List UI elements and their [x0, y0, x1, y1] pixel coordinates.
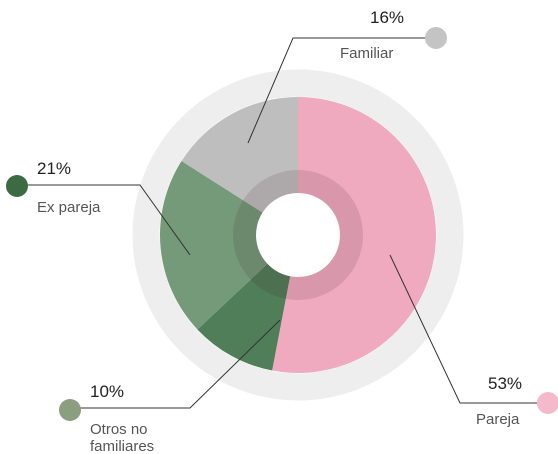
leader-line: [247, 37, 430, 144]
leader-line: [389, 254, 545, 404]
leader-line: [80, 319, 281, 409]
slice: [197, 263, 291, 371]
inner-ring: [233, 170, 363, 300]
slice: [181, 97, 298, 213]
outer-ring: [132, 69, 464, 401]
category-label: Pareja: [476, 411, 520, 428]
slice: [272, 97, 436, 373]
legend-dot: [537, 392, 558, 414]
value-label: 10%: [90, 382, 125, 401]
value-label: 21%: [37, 159, 72, 178]
slice: [159, 161, 268, 330]
legend-dot: [425, 27, 447, 49]
value-label: 16%: [370, 8, 405, 27]
category-label: Ex pareja: [37, 199, 101, 216]
legend-dot: [6, 175, 28, 197]
legend-dot: [59, 399, 81, 421]
leader-line: [28, 184, 191, 256]
category-label: Familiar: [340, 45, 394, 62]
value-label: 53%: [488, 374, 523, 393]
category-label: Otros no familiares: [90, 421, 155, 454]
